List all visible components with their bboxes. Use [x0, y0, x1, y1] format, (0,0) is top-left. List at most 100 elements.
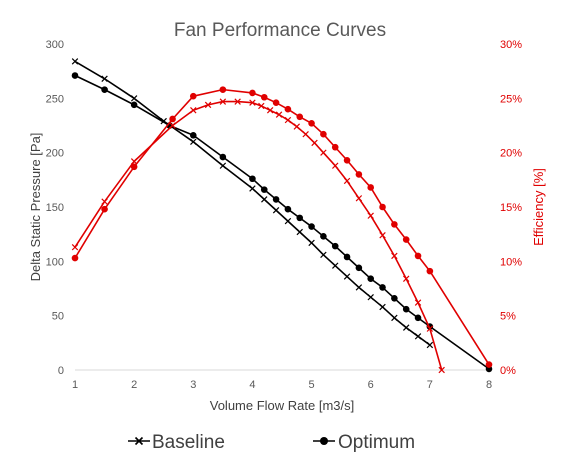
legend-label-baseline: Baseline [152, 432, 225, 453]
data-point-baseline-pressure [426, 341, 434, 349]
chart-title: Fan Performance Curves [174, 20, 386, 41]
data-point-optimum-efficiency [343, 156, 351, 164]
data-point-optimum-efficiency [402, 236, 410, 243]
y-axis-title: Delta Static Pressure [Pa] [28, 133, 43, 282]
data-point-baseline-efficiency [275, 111, 283, 118]
series-layer [71, 58, 493, 374]
data-point-baseline-pressure [355, 284, 363, 291]
data-point-optimum-efficiency [379, 203, 386, 211]
data-point-baseline-efficiency [343, 177, 351, 185]
y-tick-labels: 0 50 100 150 200 250 300 [46, 39, 64, 377]
legend-marker-circle-icon [320, 437, 328, 445]
data-point-optimum-efficiency [426, 267, 434, 275]
y-tick-label: 150 [46, 202, 64, 214]
data-point-baseline-pressure [130, 95, 138, 102]
data-point-optimum-pressure [272, 196, 280, 203]
data-point-optimum-pressure [71, 72, 79, 79]
data-point-baseline-efficiency [379, 232, 386, 239]
y-tick-label: 200 [46, 148, 64, 160]
series-baseline-efficiency [71, 98, 445, 374]
y-tick-label: 250 [46, 93, 64, 105]
data-point-baseline-efficiency [234, 98, 241, 105]
legend-item-optimum: Optimum [313, 432, 415, 453]
x-tick-label: 2 [131, 379, 137, 391]
y-tick-label: 300 [46, 39, 64, 51]
data-point-baseline-pressure [308, 239, 315, 247]
series-line-baseline-efficiency [74, 100, 443, 371]
legend-marker-x-icon [134, 436, 144, 446]
data-point-baseline-efficiency [190, 107, 197, 114]
data-point-baseline-pressure [379, 303, 386, 311]
x-tick-label: 6 [368, 379, 374, 391]
data-point-baseline-efficiency [391, 252, 398, 260]
data-point-baseline-pressure [391, 314, 398, 322]
data-point-baseline-efficiency [101, 198, 108, 205]
x-axis-title: Volume Flow Rate [m3/s] [210, 398, 355, 413]
data-point-optimum-efficiency [219, 86, 227, 93]
y-tick-label: 100 [46, 256, 64, 268]
data-point-optimum-pressure [343, 253, 351, 261]
series-line-optimum-pressure [74, 74, 490, 370]
data-point-baseline-pressure [414, 333, 422, 340]
data-point-baseline-pressure [272, 207, 280, 214]
data-point-optimum-efficiency [308, 120, 315, 127]
data-point-optimum-pressure [308, 223, 315, 230]
data-point-optimum-pressure [402, 305, 410, 313]
x-tick-label: 8 [486, 379, 492, 391]
data-point-optimum-efficiency [284, 105, 292, 113]
data-point-baseline-efficiency [320, 149, 327, 156]
data-point-baseline-pressure [249, 185, 256, 192]
data-point-optimum-efficiency [367, 184, 375, 191]
data-point-baseline-pressure [190, 138, 197, 146]
series-line-baseline-pressure [74, 60, 431, 346]
data-point-baseline-pressure [284, 217, 292, 225]
y2-tick-labels: 0% 5% 10% 15% 20% 25% 30% [500, 39, 522, 377]
data-point-baseline-efficiency [426, 325, 434, 332]
data-point-baseline-efficiency [414, 299, 422, 306]
legend: Baseline Optimum [128, 432, 415, 453]
data-point-baseline-efficiency [169, 122, 176, 129]
y2-axis-title: Efficiency [%] [531, 168, 546, 246]
data-point-baseline-efficiency [302, 130, 309, 138]
data-point-optimum-efficiency [320, 130, 327, 138]
data-point-optimum-efficiency [101, 205, 108, 213]
data-point-baseline-pressure [320, 251, 327, 259]
data-point-optimum-efficiency [272, 99, 280, 106]
data-point-baseline-pressure [261, 196, 268, 203]
data-point-optimum-pressure [379, 284, 386, 291]
data-point-optimum-efficiency [355, 171, 363, 178]
data-point-baseline-efficiency [332, 162, 339, 169]
data-point-baseline-efficiency [367, 212, 374, 219]
y2-tick-label: 0% [500, 365, 516, 377]
data-point-optimum-efficiency [71, 254, 79, 262]
data-point-optimum-pressure [284, 205, 292, 213]
data-point-baseline-efficiency [219, 98, 227, 105]
x-tick-label: 1 [72, 379, 78, 391]
data-point-optimum-pressure [367, 275, 375, 283]
data-point-optimum-efficiency [169, 115, 176, 123]
data-point-optimum-efficiency [296, 113, 304, 121]
data-point-baseline-pressure [71, 58, 79, 65]
data-point-baseline-efficiency [438, 366, 445, 374]
y2-tick-label: 15% [500, 202, 522, 214]
data-point-baseline-efficiency [266, 107, 274, 114]
data-point-optimum-efficiency [391, 221, 398, 228]
data-point-optimum-pressure [219, 153, 227, 161]
data-point-baseline-pressure [219, 162, 227, 169]
data-point-baseline-efficiency [402, 275, 410, 282]
x-tick-labels: 1 2 3 4 5 6 7 8 [72, 379, 492, 391]
data-point-optimum-efficiency [260, 93, 268, 101]
data-point-optimum-pressure [101, 86, 108, 93]
data-point-baseline-efficiency [71, 243, 79, 251]
y2-tick-label: 30% [500, 39, 522, 51]
data-point-optimum-pressure [331, 242, 339, 250]
data-point-optimum-efficiency [249, 89, 256, 97]
data-point-baseline-pressure [367, 293, 374, 301]
data-point-baseline-pressure [296, 228, 303, 236]
y2-tick-label: 25% [500, 93, 522, 105]
data-point-optimum-pressure [391, 294, 398, 302]
data-point-optimum-efficiency [189, 92, 197, 100]
data-point-optimum-pressure [355, 264, 363, 272]
